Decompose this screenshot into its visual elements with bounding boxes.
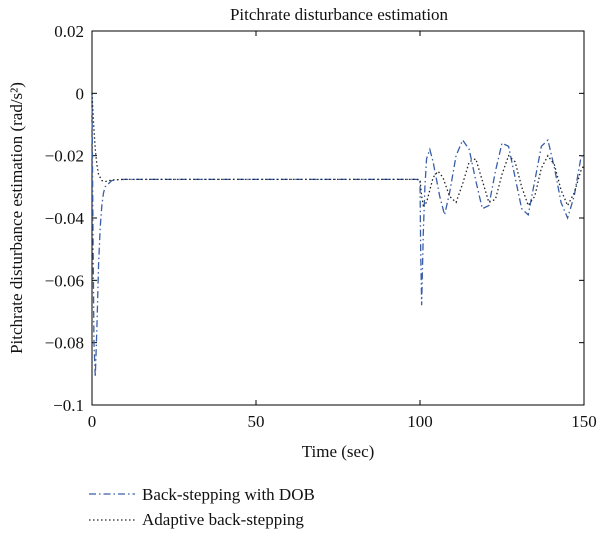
x-tick-label: 50 (248, 412, 265, 431)
series-line-dob (91, 93, 585, 377)
x-tick-label: 0 (88, 412, 97, 431)
axis-ticks (91, 30, 585, 406)
series-line-adaptive (91, 93, 585, 208)
y-tick-label: −0.04 (45, 209, 85, 228)
axis-tick-labels: 0 50 100 150 0.02 0 −0.02 −0.04 −0.06 −0.08 −0.1 (45, 22, 597, 431)
legend: Back-stepping with DOB Adaptive back-ste… (89, 485, 315, 529)
x-tick-label: 100 (407, 412, 433, 431)
x-tick-label: 150 (571, 412, 597, 431)
y-tick-label: −0.1 (53, 396, 84, 415)
plot-frame (91, 30, 585, 406)
y-tick-label: 0 (76, 84, 85, 103)
y-tick-label: −0.02 (45, 147, 84, 166)
x-axis-label: Time (sec) (302, 442, 375, 461)
y-tick-label: −0.08 (45, 334, 84, 353)
y-tick-label: −0.06 (45, 271, 84, 290)
y-tick-label: 0.02 (54, 22, 84, 41)
legend-label-dob: Back-stepping with DOB (142, 485, 315, 504)
chart-title: Pitchrate disturbance estimation (230, 5, 449, 24)
y-axis-label: Pitchrate disturbance estimation (rad/s²… (7, 82, 26, 354)
legend-label-adaptive: Adaptive back-stepping (142, 510, 304, 529)
plot-lines (91, 93, 585, 377)
